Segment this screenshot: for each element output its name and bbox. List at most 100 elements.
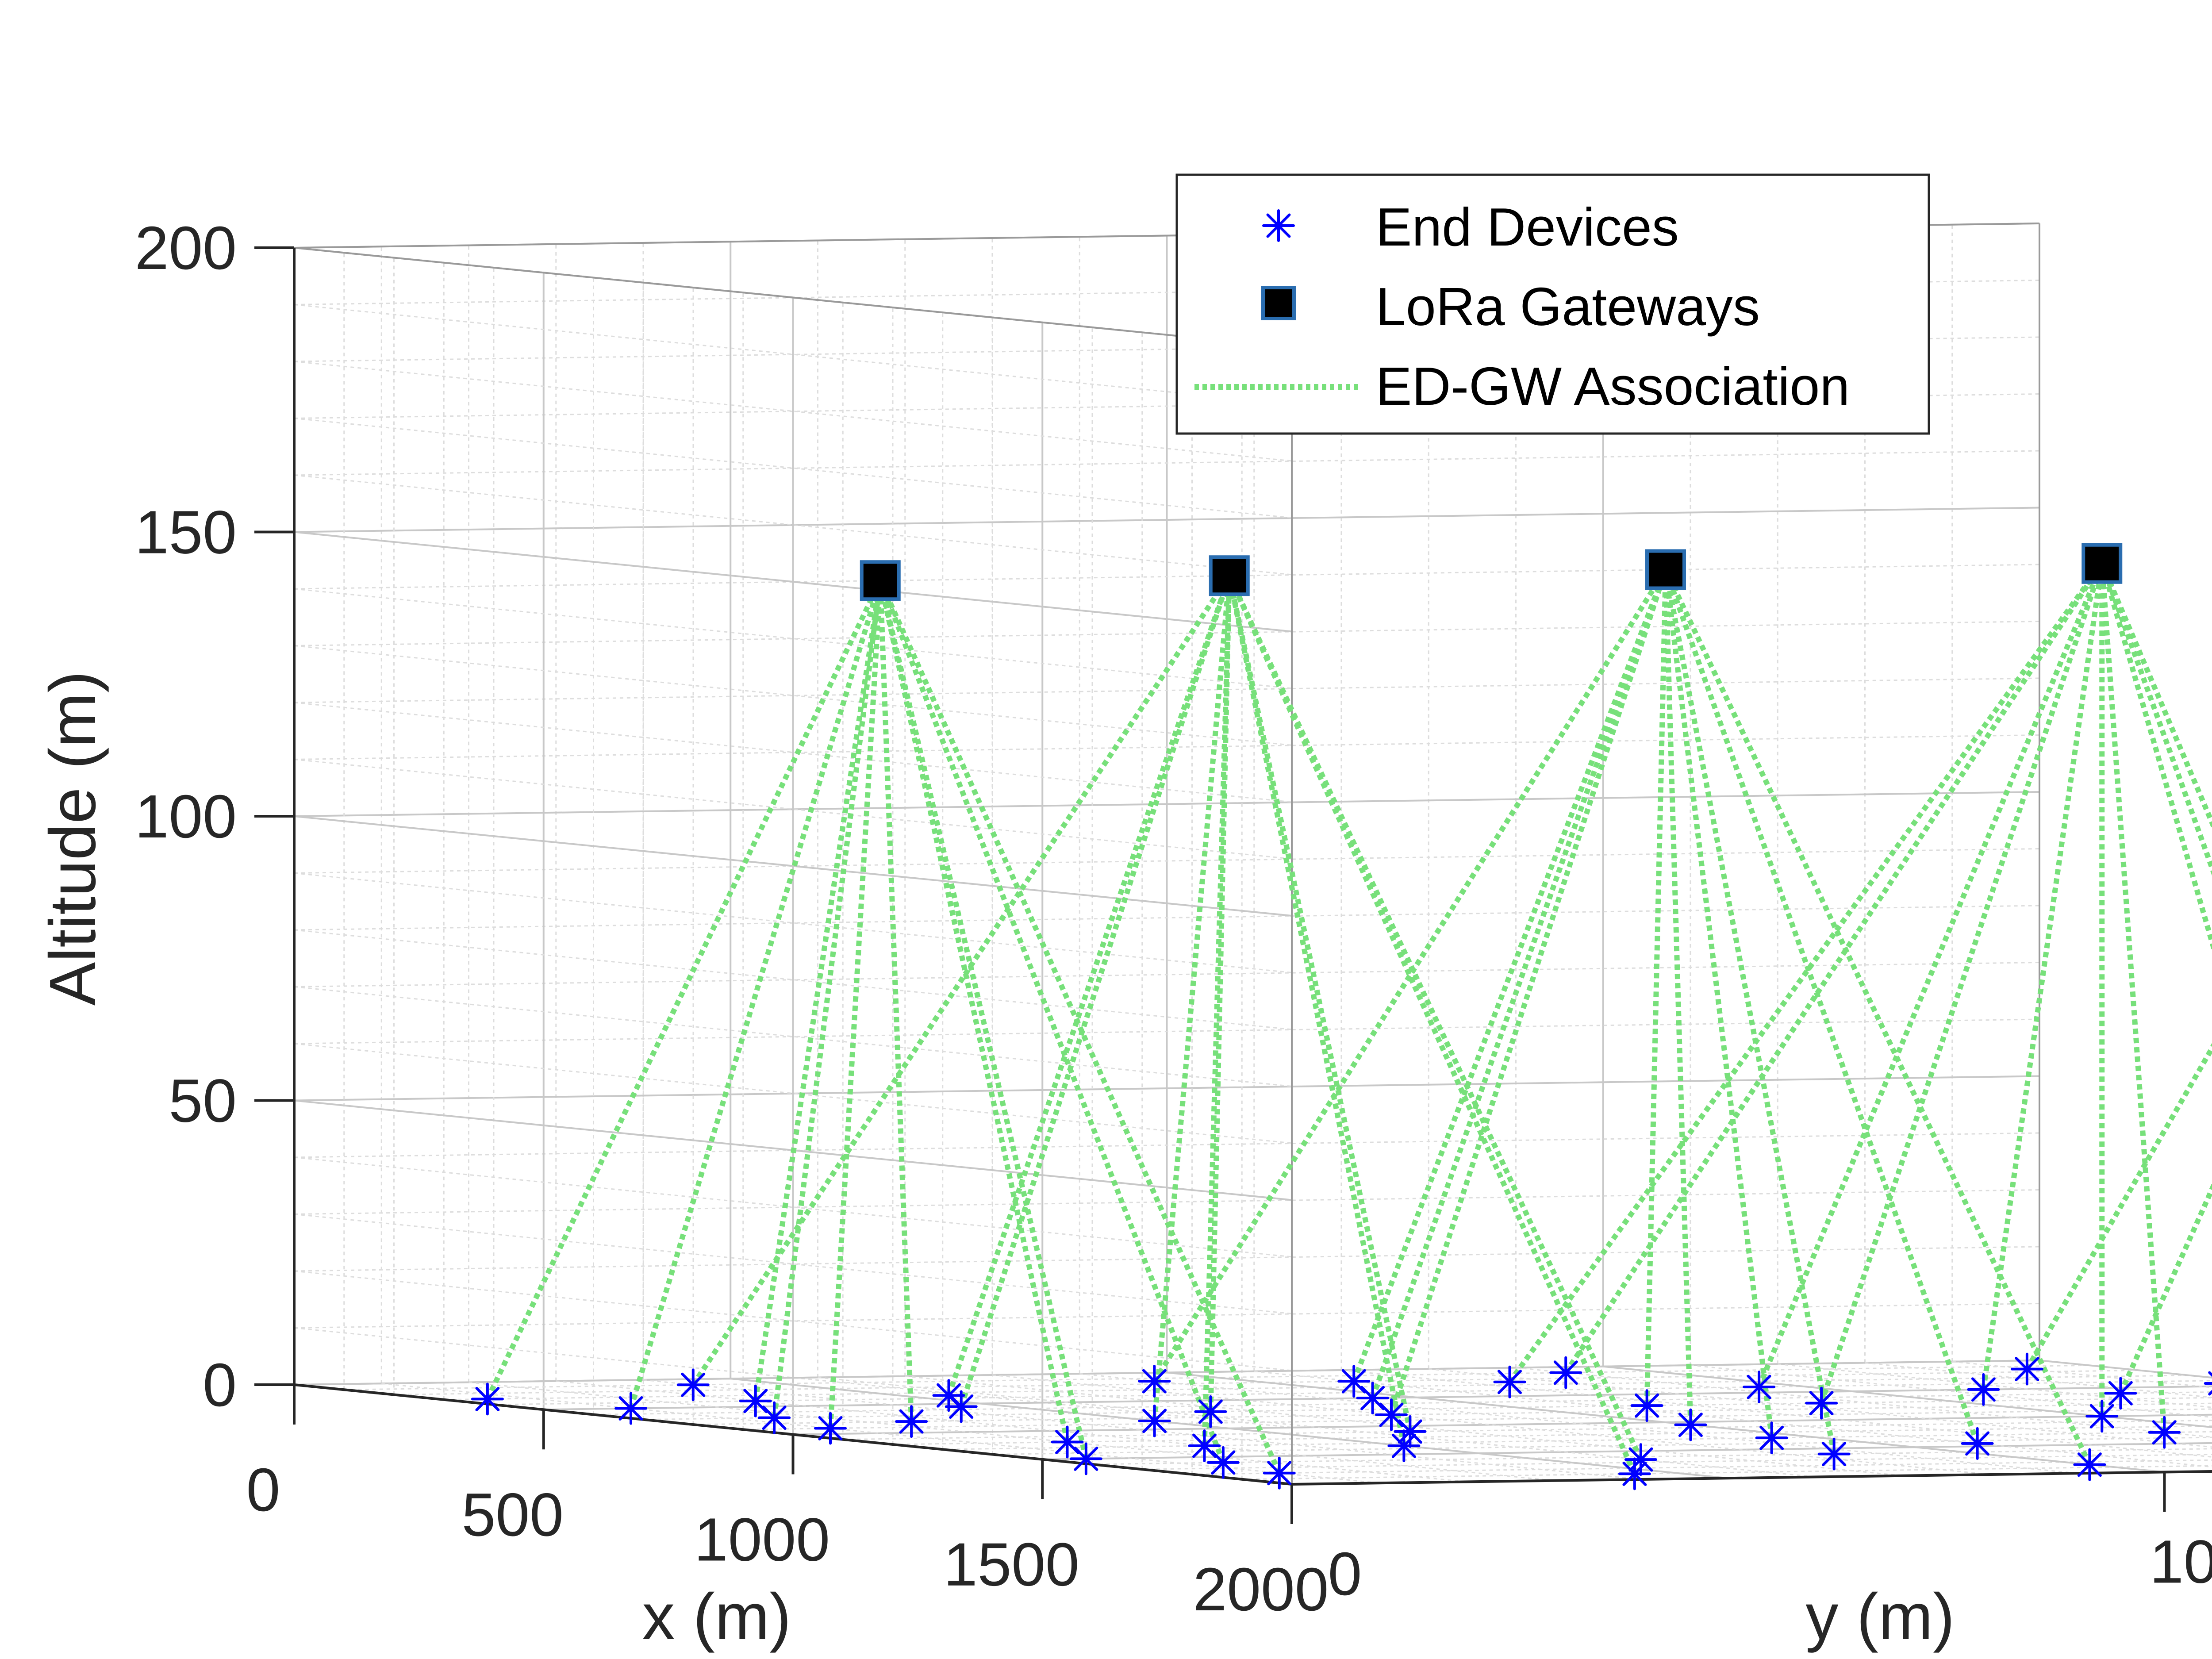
x-tick-label: 1000 — [694, 1506, 830, 1574]
end-device-marker — [1138, 1404, 1171, 1437]
asterisk-stroke — [2108, 1381, 2133, 1406]
association-line — [877, 580, 1089, 1459]
asterisk-stroke — [1971, 1377, 1996, 1402]
z-tick-label: 150 — [135, 499, 237, 567]
end-device-marker — [1188, 1429, 1221, 1462]
grid-line — [294, 304, 1292, 405]
asterisk-stroke — [743, 1389, 768, 1413]
asterisk-stroke — [1142, 1369, 1167, 1394]
end-device-marker — [1206, 1446, 1240, 1479]
z-tick-label: 100 — [135, 783, 237, 851]
grid-line — [294, 450, 2040, 476]
association-line — [628, 580, 883, 1409]
grid-line — [294, 1132, 2040, 1158]
association-line — [691, 574, 1232, 1386]
legend-entry-gateways: LoRa Gateways — [1261, 276, 1760, 337]
asterisk-stroke — [1809, 1391, 1834, 1416]
grid-line — [294, 474, 1292, 576]
grid-line — [294, 645, 1292, 746]
asterisk-stroke — [899, 1409, 924, 1434]
end-device-marker — [1961, 1427, 1994, 1460]
association-line — [1152, 568, 1668, 1383]
end-device-marker — [1630, 1389, 1663, 1422]
end-device-marker — [1618, 1457, 1651, 1490]
grid-line — [294, 507, 2040, 533]
legend-asterisk-glyph — [1262, 209, 1295, 242]
grid-line — [1341, 1369, 2212, 1458]
association-line — [772, 580, 883, 1418]
end-device-marker — [1805, 1386, 1838, 1420]
grid-line — [294, 1043, 1292, 1144]
grid-line — [1167, 1371, 2165, 1473]
grid-line — [294, 621, 2040, 646]
association-line — [1152, 575, 1232, 1421]
grid-line — [294, 418, 1292, 518]
grid-line — [469, 1382, 1467, 1482]
grid-line — [294, 1075, 2040, 1102]
grid-line — [294, 905, 2040, 931]
association-line — [877, 580, 914, 1422]
asterisk-stroke — [1498, 1370, 1522, 1394]
association-line — [485, 579, 883, 1400]
grid-line — [294, 962, 2040, 987]
grid-line — [2039, 1359, 2212, 1379]
asterisk-stroke — [1267, 1461, 1292, 1486]
x-tick-label: 500 — [462, 1481, 564, 1549]
end-device-marker — [2073, 1448, 2106, 1481]
grid-line — [992, 1374, 1990, 1475]
association-line — [1208, 576, 1232, 1412]
z-tick-label: 200 — [135, 214, 237, 282]
asterisk-stroke — [1142, 1409, 1167, 1433]
grid-line — [730, 1378, 1728, 1479]
grid-line — [294, 929, 1292, 1030]
association-line — [1227, 574, 1637, 1475]
grid-line — [294, 1270, 1292, 1371]
legend-label-association: ED-GW Association — [1376, 356, 1850, 416]
grid-line — [294, 1156, 1292, 1258]
grid-line — [294, 759, 1292, 860]
association-line — [1663, 568, 1980, 1444]
end-device-marker — [2148, 1416, 2181, 1449]
end-device-marker — [1069, 1442, 1102, 1475]
asterisk-stroke — [1965, 1431, 1990, 1456]
asterisk-stroke — [1622, 1461, 1647, 1486]
asterisk-stroke — [1192, 1433, 1217, 1458]
asterisk-stroke — [937, 1383, 961, 1408]
end-device-marker — [676, 1368, 710, 1402]
association-line — [1226, 575, 1413, 1432]
end-device-marker — [1817, 1437, 1851, 1471]
legend-label-end-devices: End Devices — [1376, 197, 1679, 257]
legend-entry-end-devices: End Devices — [1262, 197, 1679, 257]
grid-line — [1079, 1373, 2078, 1474]
association-line — [828, 580, 883, 1429]
grid-line — [643, 1379, 1641, 1480]
asterisk-stroke — [475, 1386, 500, 1411]
end-device-marker — [1755, 1421, 1788, 1455]
asterisk-stroke — [2077, 1452, 2102, 1477]
grid-line — [294, 986, 1292, 1087]
association-line — [1663, 568, 2092, 1466]
grid-line — [294, 791, 2040, 817]
gateway-marker — [860, 560, 901, 601]
end-device-marker — [614, 1392, 647, 1425]
association-line — [1663, 569, 1774, 1438]
association-line — [2118, 1183, 2212, 1394]
asterisk-stroke — [1198, 1399, 1223, 1424]
end-device-marker — [1743, 1371, 1776, 1404]
asterisk-stroke — [949, 1394, 974, 1419]
x-tick-label: 0 — [246, 1456, 280, 1524]
association-line — [946, 575, 1232, 1397]
legend-entry-association: ED-GW Association — [1194, 356, 1850, 416]
z-tick-label: 50 — [169, 1067, 237, 1135]
grid-line — [294, 361, 1292, 462]
grid-line — [294, 872, 1292, 973]
grid-line — [294, 1189, 2040, 1215]
association-line — [1663, 569, 1694, 1425]
asterisk-stroke — [818, 1416, 843, 1440]
asterisk-stroke — [681, 1372, 706, 1397]
end-device-marker — [1194, 1395, 1227, 1428]
axes-layer — [254, 246, 2212, 1524]
end-device-marker — [814, 1412, 847, 1445]
asterisk-stroke — [618, 1396, 643, 1421]
